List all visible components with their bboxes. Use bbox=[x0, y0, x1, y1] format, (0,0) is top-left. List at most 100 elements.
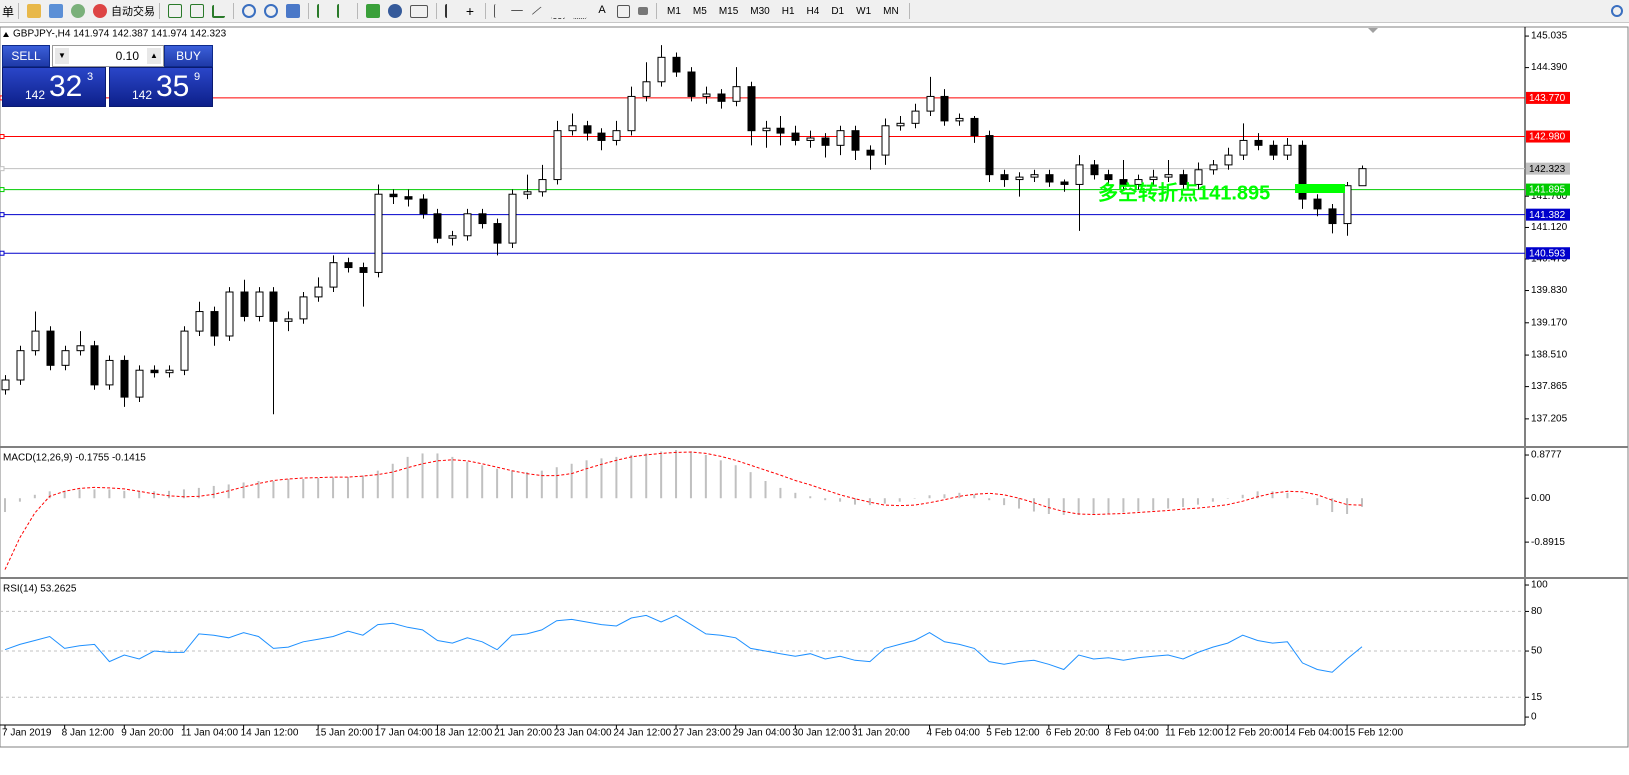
x-tick-label: 27 Jan 23:00 bbox=[673, 728, 731, 739]
candle-body bbox=[911, 110, 920, 124]
menu-item[interactable]: 单 bbox=[2, 4, 15, 19]
histogram-bar bbox=[18, 498, 21, 502]
candle-body bbox=[389, 193, 398, 198]
x-tick-label: 14 Feb 04:00 bbox=[1284, 728, 1343, 739]
x-tick-label: 15 Jan 20:00 bbox=[315, 728, 373, 739]
histogram-bar bbox=[436, 453, 439, 499]
price-fraction: 9 bbox=[194, 71, 201, 83]
icon[interactable] bbox=[27, 4, 42, 18]
icon[interactable] bbox=[264, 4, 279, 18]
collapse-arrow[interactable] bbox=[3, 32, 9, 37]
icon[interactable] bbox=[190, 4, 205, 18]
candle-body bbox=[970, 117, 979, 137]
candle-body bbox=[597, 132, 606, 141]
price-pips: 35 bbox=[156, 70, 190, 103]
candle-body bbox=[568, 125, 577, 132]
histogram-bar bbox=[376, 470, 379, 499]
x-tick-label: 7 Jan 2019 bbox=[2, 728, 52, 739]
histogram-bar bbox=[1226, 498, 1229, 499]
icon[interactable] bbox=[337, 4, 349, 18]
icon[interactable] bbox=[445, 4, 455, 18]
histogram-bar bbox=[421, 453, 424, 499]
histogram-bar bbox=[197, 487, 200, 499]
candle-body bbox=[150, 369, 159, 374]
search-icon[interactable] bbox=[1611, 5, 1623, 17]
timeframe-button[interactable]: M30 bbox=[750, 6, 770, 17]
candle-body bbox=[419, 198, 428, 215]
histogram-bar bbox=[317, 478, 320, 499]
icon[interactable] bbox=[71, 4, 86, 18]
sell-price[interactable]: 142 32 3 bbox=[2, 67, 106, 107]
y-tick-label: 137.865 bbox=[1531, 381, 1568, 392]
lot-increase[interactable]: ▲ bbox=[147, 48, 161, 64]
histogram-bar bbox=[212, 485, 215, 499]
level-endpoint bbox=[0, 187, 5, 193]
icon[interactable]: + bbox=[465, 3, 475, 19]
timeframe-button[interactable]: MN bbox=[883, 6, 899, 17]
x-tick-label: 5 Feb 12:00 bbox=[986, 728, 1040, 739]
timeframe-button[interactable]: M15 bbox=[718, 6, 739, 17]
buy-button[interactable]: BUY bbox=[164, 45, 213, 67]
icon[interactable] bbox=[286, 4, 301, 18]
icon[interactable] bbox=[617, 4, 631, 18]
sell-button[interactable]: SELL bbox=[2, 45, 50, 67]
timeframe-button[interactable]: W1 bbox=[856, 6, 872, 17]
icon[interactable] bbox=[531, 6, 543, 16]
icon[interactable] bbox=[366, 4, 381, 18]
icon[interactable] bbox=[573, 4, 588, 19]
lot-field[interactable]: ▼ 0.10 ▲ bbox=[52, 45, 164, 67]
candle-body bbox=[284, 318, 293, 322]
x-tick-label: 6 Feb 20:00 bbox=[1046, 728, 1100, 739]
icon[interactable] bbox=[410, 4, 429, 18]
candle-body bbox=[642, 81, 651, 97]
icon[interactable] bbox=[388, 4, 403, 18]
timeframe-button[interactable]: H4 bbox=[806, 6, 820, 17]
histogram-bar bbox=[361, 475, 364, 499]
icon[interactable] bbox=[551, 4, 566, 19]
price-prefix: 142 bbox=[132, 88, 153, 102]
candle-body bbox=[1075, 164, 1084, 185]
timeframe-button[interactable]: H1 bbox=[781, 6, 795, 17]
candle-body bbox=[1060, 181, 1069, 185]
timeframe-button[interactable]: D1 bbox=[831, 6, 845, 17]
icon[interactable] bbox=[49, 4, 64, 18]
candle-body bbox=[329, 262, 338, 288]
icon[interactable] bbox=[317, 4, 329, 18]
y-tick-label: 50 bbox=[1531, 646, 1543, 657]
candle-body bbox=[1030, 174, 1039, 178]
y-tick-label: 139.170 bbox=[1531, 317, 1568, 328]
auto-trading-button[interactable]: 自动交易 bbox=[111, 6, 156, 18]
histogram-bar bbox=[853, 498, 856, 505]
candle-body bbox=[1343, 185, 1352, 225]
icon[interactable] bbox=[93, 4, 108, 18]
icon[interactable] bbox=[242, 4, 257, 18]
shift-marker bbox=[1368, 28, 1378, 33]
candle-body bbox=[1164, 174, 1173, 178]
histogram-bar bbox=[1167, 498, 1170, 509]
histogram-bar bbox=[1241, 494, 1244, 499]
histogram-bar bbox=[1301, 498, 1304, 499]
histogram-bar bbox=[704, 454, 707, 499]
timeframe-button[interactable]: M5 bbox=[692, 6, 707, 17]
histogram-bar bbox=[988, 498, 991, 501]
histogram-bar bbox=[108, 489, 111, 499]
y-tick-label: 0.8777 bbox=[1531, 450, 1562, 461]
icon[interactable] bbox=[638, 7, 649, 15]
price-fraction: 3 bbox=[87, 71, 94, 83]
buy-price[interactable]: 142 35 9 bbox=[109, 67, 213, 107]
histogram-bar bbox=[1182, 498, 1185, 508]
lot-value[interactable]: 0.10 bbox=[115, 49, 139, 63]
y-tick-label: 139.830 bbox=[1531, 285, 1568, 296]
icon[interactable] bbox=[212, 4, 226, 18]
candle-body bbox=[687, 71, 696, 97]
histogram-bar bbox=[1032, 498, 1035, 512]
icon[interactable] bbox=[494, 4, 503, 18]
lot-decrease[interactable]: ▼ bbox=[55, 48, 69, 64]
icon[interactable]: A bbox=[598, 4, 606, 16]
timeframe-button[interactable]: M1 bbox=[667, 6, 681, 17]
icon[interactable] bbox=[511, 10, 524, 12]
histogram-bar bbox=[809, 496, 812, 499]
icon[interactable] bbox=[168, 4, 183, 18]
toolbar: 单 自动交易 + A M1 M5 M15 M30 H1 H4 D1 W1 MN bbox=[0, 0, 1629, 23]
x-tick-label: 14 Jan 12:00 bbox=[241, 728, 299, 739]
